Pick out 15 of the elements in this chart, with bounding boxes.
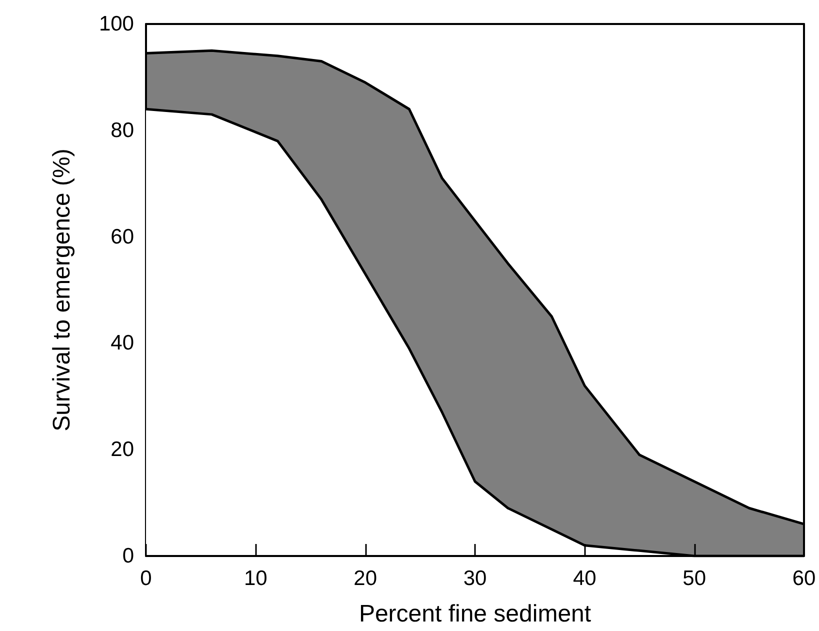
x-tick-label: 30 <box>463 567 487 590</box>
y-tick-label: 60 <box>110 225 134 248</box>
x-tick-label: 60 <box>792 567 816 590</box>
x-tick-label: 50 <box>682 567 706 590</box>
y-axis-title: Survival to emergence (%) <box>48 148 76 432</box>
y-tick-label: 0 <box>122 544 134 568</box>
y-tick-label: 100 <box>98 12 134 36</box>
x-axis-title: Percent fine sediment <box>358 600 592 628</box>
x-tick-label: 40 <box>572 567 596 590</box>
x-tick-label: 20 <box>354 567 378 590</box>
y-tick-label: 80 <box>110 118 134 142</box>
x-tick-label: 0 <box>140 567 152 590</box>
y-tick-label: 20 <box>110 438 134 462</box>
x-tick-label: 10 <box>244 567 268 590</box>
y-tick-label: 40 <box>110 332 134 355</box>
